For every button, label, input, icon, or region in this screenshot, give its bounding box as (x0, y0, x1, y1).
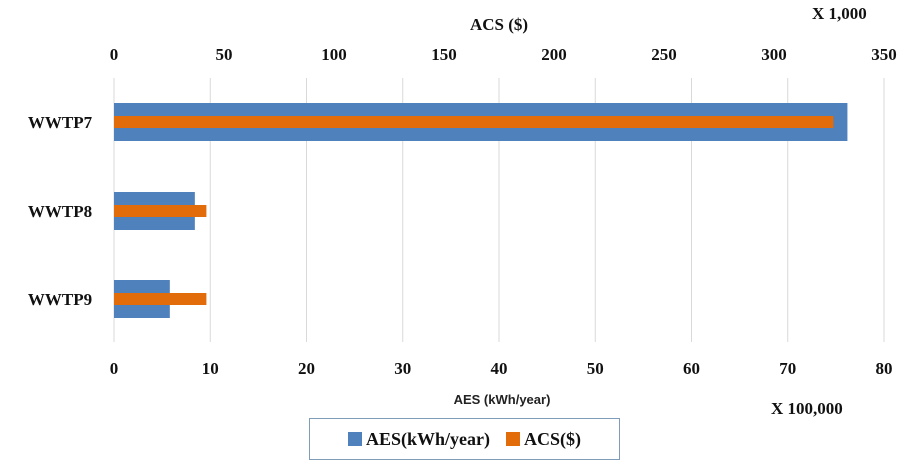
bottom-axis-multiplier: X 100,000 (771, 399, 843, 418)
category-label: WWTP8 (28, 202, 92, 221)
legend-label-aes: AES(kWh/year) (365, 428, 490, 449)
bar-acs (114, 205, 207, 217)
legend-swatch-aes (347, 432, 362, 446)
bottom-tick-label: 80 (876, 359, 893, 378)
top-tick-label: 300 (761, 45, 787, 64)
bottom-tick-label: 70 (779, 359, 796, 378)
legend-label-acs: ACS($) (524, 428, 581, 449)
bottom-tick-label: 60 (683, 359, 700, 378)
top-tick-label: 350 (871, 45, 897, 64)
top-tick-label: 200 (541, 45, 567, 64)
bottom-tick-label: 30 (394, 359, 411, 378)
top-tick-label: 100 (321, 45, 347, 64)
legend-item-aes: AES(kWh/year) (347, 428, 490, 450)
bar-acs (114, 293, 207, 305)
bottom-tick-label: 40 (491, 359, 508, 378)
bottom-tick-label: 20 (298, 359, 315, 378)
bottom-tick-label: 0 (110, 359, 119, 378)
legend-swatch-acs (506, 432, 520, 446)
legend-item-acs: ACS($) (506, 429, 581, 450)
category-label: WWTP9 (28, 290, 92, 309)
category-label: WWTP7 (28, 113, 93, 132)
top-tick-label: 150 (431, 45, 457, 64)
top-tick-label: 50 (216, 45, 233, 64)
top-tick-label: 250 (651, 45, 677, 64)
legend: AES(kWh/year) ACS($) (309, 418, 620, 460)
bottom-axis-title: AES (kWh/year) (454, 392, 551, 407)
top-tick-label: 0 (110, 45, 119, 64)
top-axis-title: ACS ($) (470, 15, 528, 34)
bottom-tick-label: 10 (202, 359, 219, 378)
top-axis-multiplier: X 1,000 (812, 4, 867, 23)
bar-acs (114, 116, 834, 128)
bottom-tick-label: 50 (587, 359, 604, 378)
